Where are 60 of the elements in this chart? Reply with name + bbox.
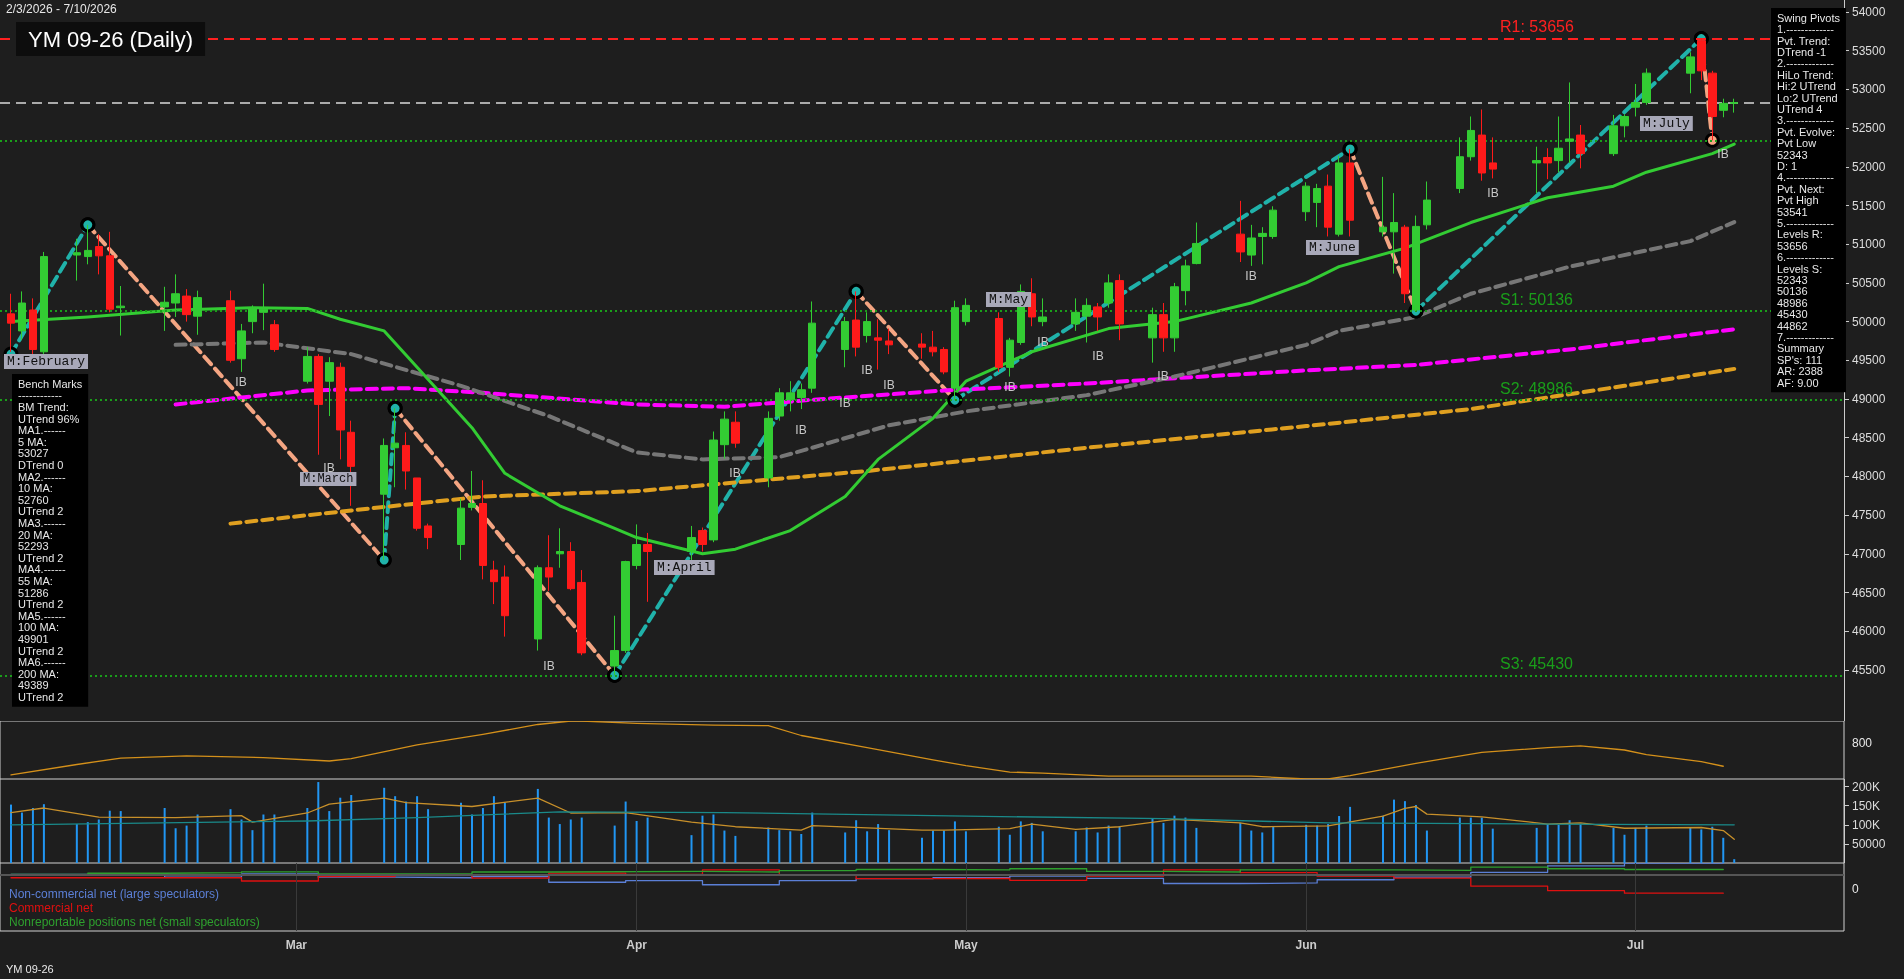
annotation: IB — [1245, 269, 1257, 283]
annotation: M:June — [1309, 240, 1356, 255]
annotation: IB — [235, 375, 247, 389]
ref-line-label: R1: 53656 — [1500, 18, 1574, 36]
annotation: IB — [543, 659, 555, 673]
y-tick-label: 46000 — [1852, 624, 1886, 639]
y-tick-label: 48000 — [1852, 469, 1886, 484]
y-tick-label: 54000 — [1852, 5, 1886, 19]
annotation: M:February — [7, 354, 86, 369]
y-tick-label: 52000 — [1852, 159, 1886, 174]
annotation: IB — [1717, 147, 1729, 161]
y-tick-label: 48500 — [1852, 430, 1886, 445]
y-tick-label: 50500 — [1852, 275, 1886, 290]
y-tick-label: 200K — [1852, 779, 1881, 794]
annotation: 2/3/2026 - 7/10/2026 — [6, 2, 118, 16]
y-tick-label: 51000 — [1852, 237, 1886, 252]
annotation: IB — [883, 378, 895, 392]
y-tick-label: 150K — [1852, 798, 1881, 813]
y-tick-label: 45500 — [1852, 662, 1886, 677]
text: YM 09-26 — [6, 962, 54, 975]
y-tick-label: 53000 — [1852, 82, 1886, 97]
annotation: IB — [861, 363, 873, 377]
ref-line-label: S1: 50136 — [1500, 290, 1574, 308]
annotation: IB — [1487, 186, 1499, 200]
annotation: IB — [1092, 349, 1104, 363]
annotation: IB — [839, 396, 851, 410]
annotation: IB — [729, 466, 741, 480]
y-tick-label: 50000 — [1852, 314, 1886, 329]
annotation: IB — [1157, 369, 1169, 383]
annotation: IB — [795, 423, 807, 437]
y-tick-label: 47000 — [1852, 546, 1886, 561]
series-label: Commercial net — [9, 901, 94, 915]
y-tick-label: 51500 — [1852, 198, 1886, 213]
y-tick-label: 46500 — [1852, 585, 1886, 600]
y-tick-label: 49000 — [1852, 392, 1886, 407]
annotation: M:April — [657, 560, 712, 575]
ref-line-label: S3: 45430 — [1500, 654, 1574, 672]
y-tick-label: 47500 — [1852, 508, 1886, 523]
x-tick-label: Jun — [1295, 938, 1317, 952]
x-tick-label: May — [954, 938, 978, 952]
y-tick-label: 53500 — [1852, 43, 1886, 58]
y-tick-label: 100K — [1852, 817, 1881, 832]
ref-line-label: S2: 48986 — [1500, 379, 1574, 397]
annotation: M:July — [1643, 116, 1691, 131]
text: 800 — [1852, 736, 1873, 750]
y-tick-label: 49500 — [1852, 353, 1886, 368]
text: Bench Marks ------------ BM Trend: UTrend 96% MA1.------ 5 MA: 53027 DTrend 0 MA2.------ 10 MA: 52760 UTrend 2 MA3.------ 20 MA: 52293 UTrend 2 MA4.------ 55 MA: 51286 UTrend 2 MA5.------ 100 MA: 49901 UTrend 2 MA6.------ 200 MA: 49389 UTrend 2 — [18, 377, 83, 703]
x-tick-label: Jul — [1626, 938, 1645, 952]
annotation: IB — [323, 461, 335, 475]
x-tick-label: Mar — [285, 938, 308, 952]
y-tick-label: 52500 — [1852, 121, 1886, 136]
annotation: M:March — [303, 472, 354, 486]
annotation: M:May — [989, 292, 1029, 307]
text: Nonreportable positions net (small speculators) — [9, 915, 260, 929]
y-tick-label: 50000 — [1852, 836, 1886, 851]
x-tick-label: Apr — [626, 938, 648, 952]
text: 0 — [1852, 882, 1859, 896]
text: Swing Pivots 1.------------- Pvt. Trend: DTrend -1 2.------------- HiLo Trend: Hi:2 UTrend Lo:2 UTrend UTrend 4 3.------------- Pvt. Evolve: Pvt Low 52343 D: 1 4.------------- Pvt. Next: Pvt High 53541 5.------------- Levels R: 53656 6.------------- Levels S: 52343 50136 48986 45430 44862 7.------------- Summary SP's: 111 AR: 2388 AF: 9.00 — [1777, 11, 1840, 389]
text: YM 09-26 (Daily) — [28, 26, 194, 52]
series-label: Non-commercial net (large speculators) — [9, 887, 220, 901]
